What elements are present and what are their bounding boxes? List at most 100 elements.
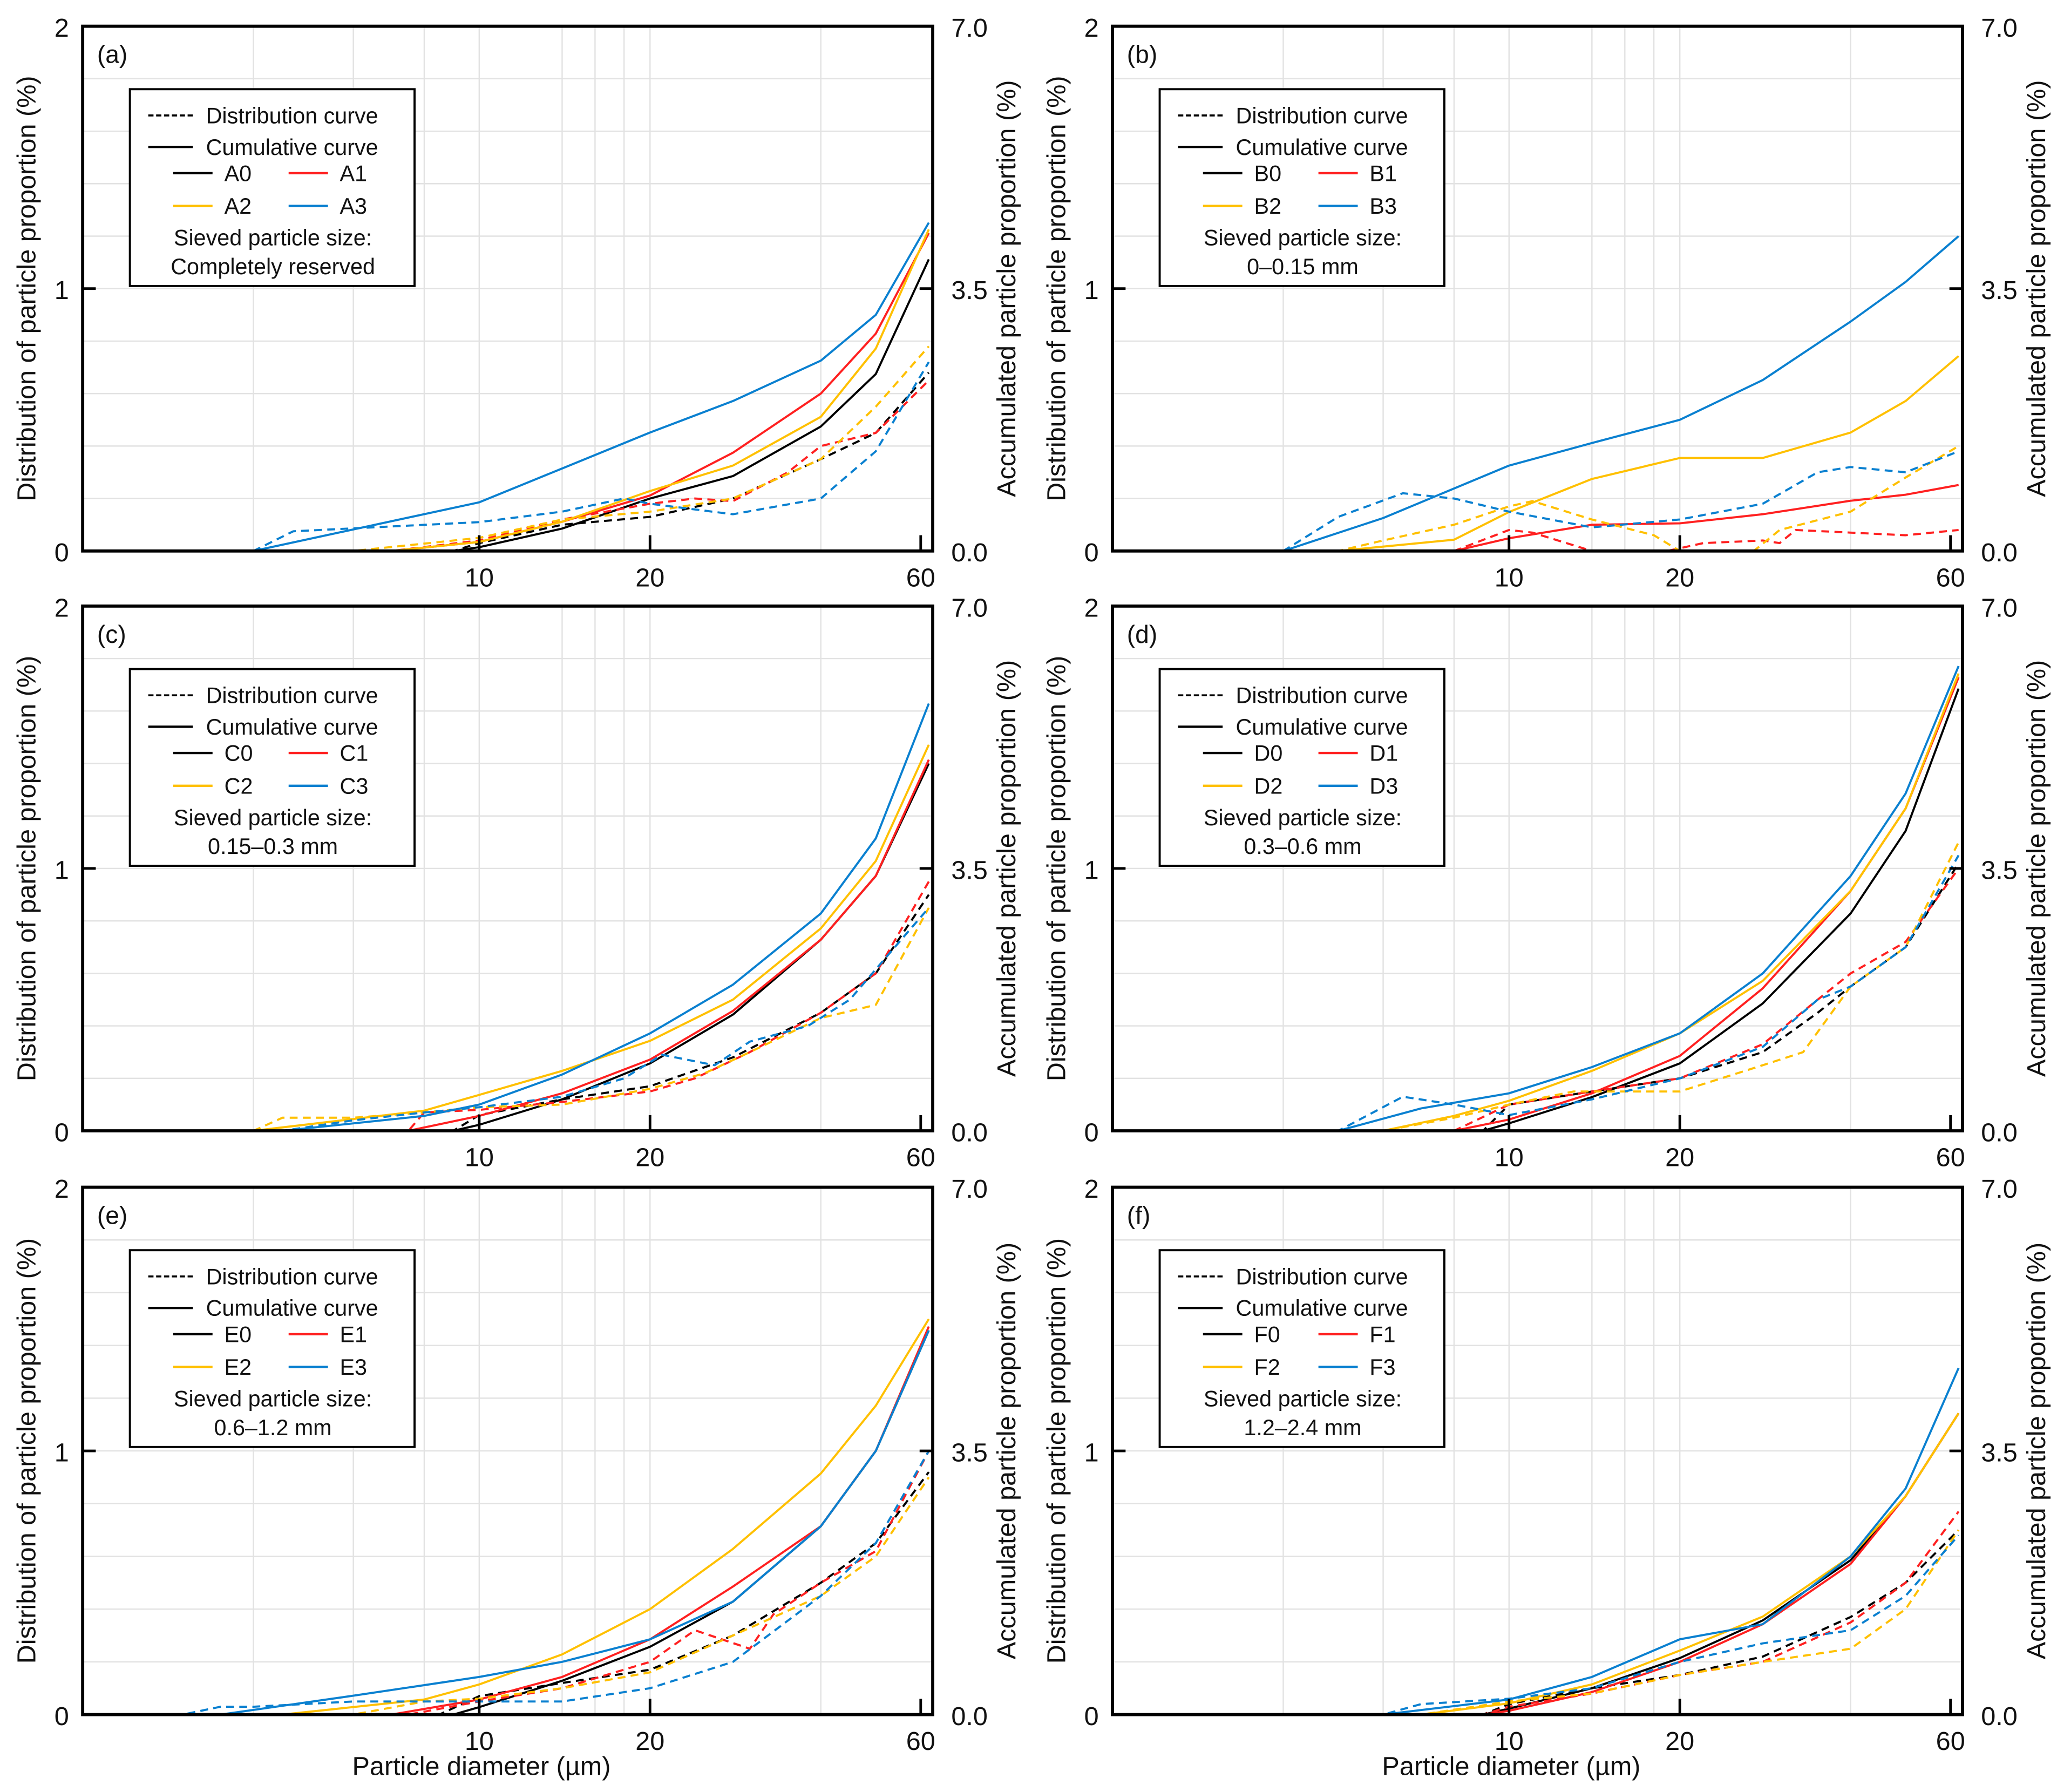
b3-distribution-curve [1112, 450, 1959, 551]
f1-distribution-curve [1112, 1511, 1960, 1715]
legend-cumulative-label: Cumulative curve [206, 715, 378, 739]
legend-sieve-value: 0.6–1.2 mm [214, 1415, 332, 1440]
y-left-tick-label: 0 [1084, 538, 1099, 567]
b2-cumulative-curve [1112, 355, 1959, 551]
c2-cumulative-curve [83, 744, 930, 1131]
panel-b: 10 20 60 0 1 2 0.0 3.5 7.0 Distribution of partic… [1042, 13, 2052, 592]
c1-cumulative-curve [83, 759, 930, 1131]
panel-label: (d) [1127, 620, 1157, 648]
x-tick-label: 10 [1495, 1143, 1524, 1172]
a3-distribution-curve [83, 361, 930, 551]
y-left-tick-label: 2 [1084, 13, 1099, 43]
legend-sieve-label: Sieved particle size: [1204, 225, 1402, 250]
panel-a: 10 20 60 0 1 2 0.0 3.5 7.0 Distribution of partic… [12, 13, 1022, 592]
y-left-tick-label: 2 [1084, 593, 1099, 622]
e0-distribution-curve [83, 1471, 930, 1715]
legend-c3-label: C3 [340, 773, 369, 798]
panel-f: 10 20 60 0 1 2 0.0 3.5 7.0 Distribution of partic… [1042, 1175, 2052, 1781]
y-right-tick-label: 0.0 [951, 1118, 988, 1147]
x-tick-label: 20 [635, 563, 664, 592]
y-right-tick-label: 0.0 [1981, 538, 2018, 567]
legend-e3-label: E3 [340, 1355, 368, 1380]
legend-a0-label: A0 [225, 161, 252, 186]
legend-f0-label: F0 [1254, 1322, 1280, 1347]
d3-cumulative-curve [1112, 666, 1960, 1131]
panel-c: 10 20 60 0 1 2 0.0 3.5 7.0 Distribution of partic… [12, 593, 1022, 1172]
legend-sieve-label: Sieved particle size: [174, 1386, 372, 1411]
y-left-tick-label: 0 [1084, 1702, 1099, 1731]
y-right-tick-label: 7.0 [1981, 13, 2018, 43]
y-right-tick-label: 7.0 [1981, 1175, 2018, 1204]
y-right-tick-label: 3.5 [1981, 856, 2018, 885]
y-left-tick-label: 1 [55, 276, 69, 305]
e3-cumulative-curve [83, 1329, 930, 1715]
x-tick-label: 20 [1665, 1727, 1694, 1756]
legend-cumulative-label: Cumulative curve [1236, 715, 1408, 739]
curves [83, 222, 930, 551]
y-left-tick-label: 0 [55, 538, 69, 567]
y-left-tick-label: 0 [1084, 1118, 1099, 1147]
e2-distribution-curve [83, 1476, 930, 1715]
legend-distribution-label: Distribution curve [1236, 683, 1408, 708]
x-tick-label: 10 [465, 1143, 494, 1172]
y-right-tick-label: 3.5 [1981, 276, 2018, 305]
legend-f1-label: F1 [1369, 1322, 1395, 1347]
b2-distribution-curve [1112, 445, 1959, 551]
x-tick-label: 60 [1936, 563, 1965, 592]
panel-label: (a) [97, 40, 127, 69]
legend-c0-label: C0 [225, 741, 253, 766]
legend-sieve-value: 1.2–2.4 mm [1244, 1415, 1361, 1440]
c1-distribution-curve [83, 881, 930, 1131]
legend-e1-label: E1 [340, 1322, 368, 1347]
d1-distribution-curve [1112, 867, 1960, 1131]
panel-e: 10 20 60 0 1 2 0.0 3.5 7.0 Distribution of partic… [12, 1175, 1022, 1781]
x-tick-label: 20 [1665, 563, 1694, 592]
x-tick-label: 10 [465, 1727, 494, 1756]
y-left-axis-title: Distribution of particle proportion (%) [12, 76, 42, 501]
e1-distribution-curve [83, 1450, 930, 1715]
f3-cumulative-curve [1112, 1367, 1960, 1715]
y-left-tick-label: 2 [55, 13, 69, 43]
legend-distribution-label: Distribution curve [206, 683, 378, 708]
x-tick-label: 20 [1665, 1143, 1694, 1172]
d0-distribution-curve [1112, 863, 1960, 1131]
legend-d2-label: D2 [1254, 773, 1283, 798]
legend-sieve-label: Sieved particle size: [1204, 805, 1402, 830]
y-left-axis-title: Distribution of particle proportion (%) [1042, 76, 1071, 501]
y-right-tick-label: 7.0 [1981, 593, 2018, 622]
y-right-tick-label: 0.0 [951, 538, 988, 567]
legend-distribution-label: Distribution curve [206, 1264, 378, 1289]
curves [1112, 235, 1959, 551]
legend-c2-label: C2 [225, 773, 253, 798]
y-right-axis-title: Accumulated particle proportion (%) [992, 1243, 1021, 1659]
x-tick-label: 60 [1936, 1143, 1965, 1172]
panel-label: (e) [97, 1202, 127, 1230]
legend-d1-label: D1 [1369, 741, 1398, 766]
legend-b2-label: B2 [1254, 194, 1282, 219]
y-right-tick-label: 3.5 [951, 856, 988, 885]
legend-sieve-value: 0.3–0.6 mm [1244, 834, 1361, 859]
y-right-tick-label: 0.0 [951, 1702, 988, 1731]
b1-distribution-curve [1112, 528, 1959, 551]
y-left-tick-label: 1 [1084, 1438, 1099, 1468]
c2-distribution-curve [83, 907, 930, 1131]
y-right-axis-title: Accumulated particle proportion (%) [2022, 80, 2051, 497]
y-right-tick-label: 7.0 [951, 1175, 988, 1204]
legend-sieve-value: Completely reserved [171, 254, 375, 279]
y-left-axis-title: Distribution of particle proportion (%) [12, 656, 42, 1082]
legend-c1-label: C1 [340, 741, 369, 766]
panel-label: (b) [1127, 40, 1157, 69]
legend-sieve-label: Sieved particle size: [1204, 1386, 1402, 1411]
d3-distribution-curve [1112, 854, 1960, 1131]
x-tick-label: 10 [1495, 563, 1524, 592]
y-right-tick-label: 0.0 [1981, 1118, 2018, 1147]
legend-box [128, 668, 416, 867]
y-left-tick-label: 2 [55, 1175, 69, 1204]
legend-sieve-label: Sieved particle size: [174, 805, 372, 830]
legend-d0-label: D0 [1254, 741, 1283, 766]
legend-box [1158, 1249, 1445, 1448]
a2-distribution-curve [83, 345, 930, 551]
